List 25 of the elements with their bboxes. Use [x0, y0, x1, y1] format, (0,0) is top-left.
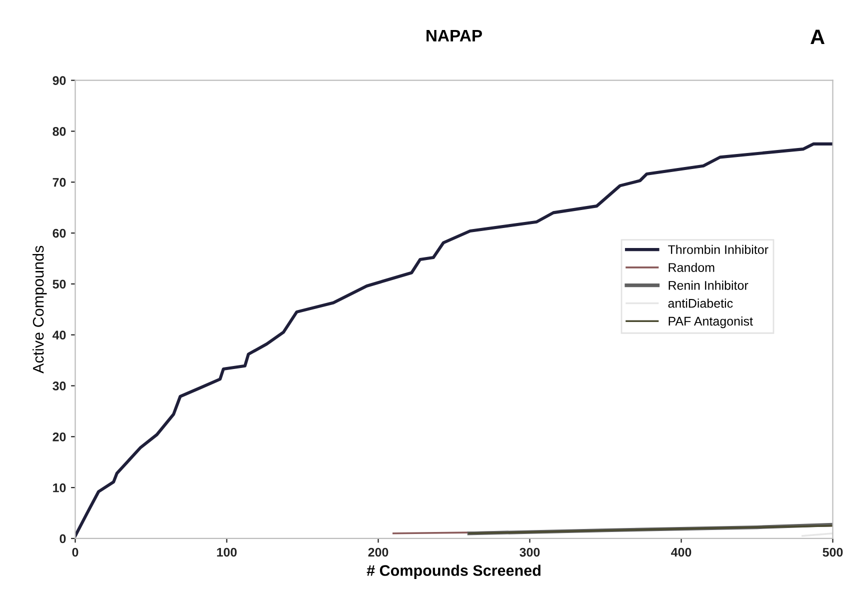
- y-tick-label: 20: [52, 432, 66, 442]
- x-tick-label: 200: [368, 548, 388, 557]
- y-tick-label: 40: [52, 330, 66, 340]
- y-tick-label: 30: [52, 382, 66, 390]
- text: A: [810, 30, 825, 44]
- legend-label: Random: [668, 262, 714, 272]
- x-tick-label: 300: [520, 548, 540, 557]
- y-tick-label: 60: [52, 228, 66, 238]
- y-tick-label: 70: [52, 178, 66, 187]
- y-tick-label: 80: [52, 127, 66, 136]
- x-tick-label: 400: [671, 548, 692, 557]
- legend-label: PAF Antagonist: [668, 316, 753, 328]
- x-axis-title: # Compounds Screened: [366, 564, 540, 579]
- legend-label: Renin Inhibitor: [668, 280, 748, 290]
- x-tick-label: 500: [822, 548, 843, 557]
- legend-label: Thrombin Inhibitor: [668, 244, 768, 254]
- x-tick-label: 0: [72, 548, 78, 557]
- y-axis-title: Active Compounds: [32, 246, 47, 374]
- y-tick-label: 10: [53, 483, 66, 492]
- x-tick-label: 100: [217, 548, 237, 557]
- legend-label: antiDiabetic: [668, 298, 733, 308]
- y-tick-label: 0: [60, 534, 66, 544]
- y-tick-label: 90: [52, 76, 66, 85]
- y-tick-label: 50: [52, 280, 66, 289]
- chart-title: NAPAP: [426, 30, 482, 42]
